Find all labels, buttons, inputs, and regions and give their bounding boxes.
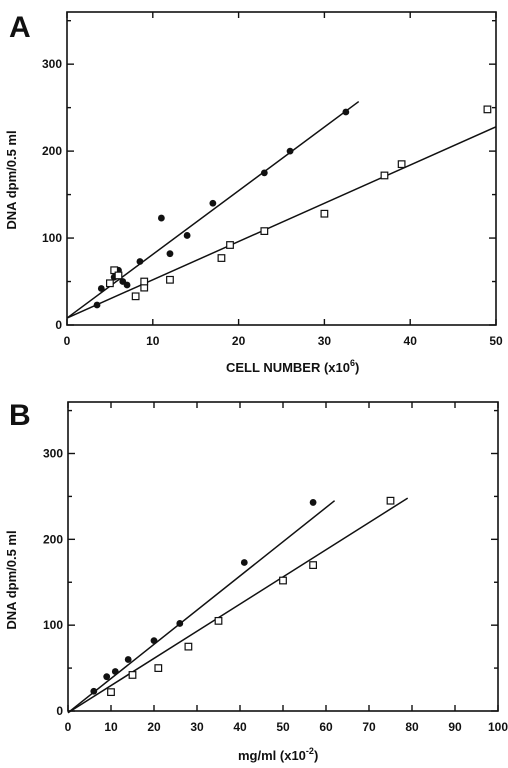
panel-a-filled-circle-point xyxy=(98,285,105,292)
panel-a-y-tick-label: 100 xyxy=(42,231,62,245)
panel-b-letter: B xyxy=(9,399,31,432)
panel-b-y-tick-label: 300 xyxy=(43,447,63,461)
panel-a-open-square-point xyxy=(261,228,268,235)
panel-b-filled-circle-point xyxy=(241,559,248,566)
panel-a-open-square-point xyxy=(132,293,139,300)
panel-a-x-tick-label: 20 xyxy=(232,334,246,348)
panel-b-open-square-point xyxy=(129,672,136,679)
panel-b-open-square-point xyxy=(155,665,162,672)
panel-b-filled-circle-point xyxy=(90,688,97,695)
panel-a-open-square-point xyxy=(484,106,491,113)
panel-b-x-tick-label: 50 xyxy=(276,720,290,734)
panel-a-x-tick-label: 40 xyxy=(404,334,418,348)
panel-a-open-square-point xyxy=(398,161,405,168)
panel-b-filled-circle-fit-line xyxy=(68,501,335,713)
panel-a-open-square-point xyxy=(107,280,114,287)
panel-b-x-tick-label: 80 xyxy=(405,720,419,734)
panel-a-filled-circle-point xyxy=(137,258,144,265)
panel-a-filled-circle-point xyxy=(209,200,216,207)
panel-b-x-tick-label: 40 xyxy=(233,720,247,734)
panel-b-x-tick-label: 10 xyxy=(104,720,118,734)
panel-a-x-tick-label: 50 xyxy=(489,334,503,348)
panel-b-open-square-point xyxy=(310,562,317,569)
panel-b-open-square-point xyxy=(185,643,192,650)
panel-b-x-tick-label: 100 xyxy=(488,720,508,734)
panel-a-open-square-point xyxy=(218,255,225,262)
panel-a-y-tick-label: 200 xyxy=(42,144,62,158)
panel-a-open-square-point xyxy=(381,172,388,179)
panel-a-open-square-fit-line xyxy=(67,127,496,318)
panel-a-open-square-point xyxy=(167,276,174,283)
panel-b-y-tick-label: 0 xyxy=(56,704,63,718)
panel-b-x-tick-label: 60 xyxy=(319,720,333,734)
panel-b-plot-frame xyxy=(68,402,498,711)
panel-a-open-square-point xyxy=(227,242,234,249)
panel-b-x-tick-label: 0 xyxy=(65,720,72,734)
panel-a-filled-circle-point xyxy=(261,169,268,176)
panel-b-open-square-point xyxy=(280,577,287,584)
panel-a-open-square-point xyxy=(115,272,122,279)
panel-a-filled-circle-point xyxy=(124,282,131,289)
panel-b-filled-circle-point xyxy=(125,656,132,663)
panel-b-open-square-point xyxy=(215,618,222,625)
panel-a-x-tick-label: 30 xyxy=(318,334,332,348)
panel-a-letter: A xyxy=(9,11,31,44)
panel-b-open-square-point xyxy=(387,497,394,504)
panel-b-x-tick-label: 20 xyxy=(147,720,161,734)
panel-b-x-tick-label: 30 xyxy=(190,720,204,734)
panel-a-chart: A 0 10 20 30 40 50 0 100 200 300 CELL NUMBER (x106)… xyxy=(4,11,503,375)
panel-b-x-axis-label: mg/ml (x10-2) xyxy=(238,746,318,763)
panel-b-y-axis-label: DNA dpm/0.5 ml xyxy=(4,530,19,629)
panel-a-x-tick-label: 0 xyxy=(64,334,71,348)
panel-a-y-tick-label: 0 xyxy=(55,318,62,332)
panel-a-open-square-point xyxy=(321,210,328,217)
panel-b-x-tick-label: 90 xyxy=(448,720,462,734)
panel-b-filled-circle-point xyxy=(151,637,158,644)
panel-a-filled-circle-point xyxy=(167,250,174,257)
panel-b-x-tick-label: 70 xyxy=(362,720,376,734)
panel-a-y-axis-label: DNA dpm/0.5 ml xyxy=(4,130,19,229)
panel-b-y-tick-label: 100 xyxy=(43,618,63,632)
panel-a-plot-frame xyxy=(67,12,496,325)
panel-b-open-square-point xyxy=(108,689,115,696)
panel-a-open-square-point xyxy=(141,278,148,285)
panel-b-filled-circle-point xyxy=(176,620,183,627)
panel-a-x-tick-label: 10 xyxy=(146,334,160,348)
panel-a-filled-circle-point xyxy=(158,215,165,222)
panel-b-open-square-fit-line xyxy=(68,498,408,713)
panel-b-chart: B 0 10 20 30 40 50 60 70 80 90 100 0 100 200 300 mg/ml (… xyxy=(4,399,508,763)
panel-a-filled-circle-point xyxy=(184,232,191,239)
panel-b-filled-circle-point xyxy=(112,668,119,675)
panel-b-filled-circle-point xyxy=(310,499,317,506)
panel-a-y-tick-label: 300 xyxy=(42,57,62,71)
panel-b-filled-circle-point xyxy=(103,673,110,680)
panel-a-filled-circle-point xyxy=(342,109,349,116)
panel-b-y-tick-label: 200 xyxy=(43,532,63,546)
panel-a-x-axis-label: CELL NUMBER (x106) xyxy=(226,358,359,375)
panel-a-filled-circle-point xyxy=(287,148,294,155)
